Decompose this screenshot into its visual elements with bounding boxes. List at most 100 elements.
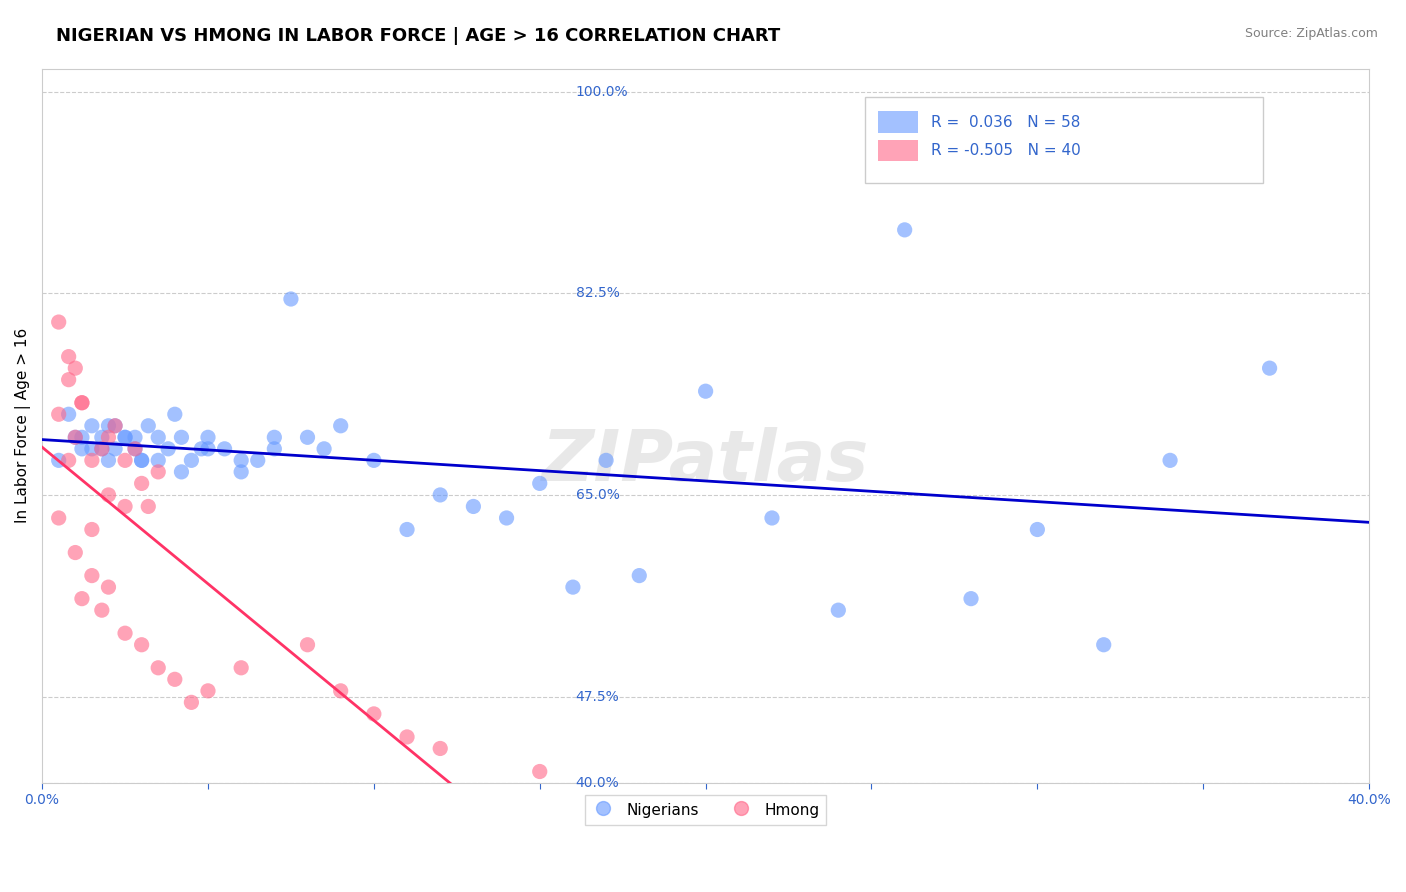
Text: Source: ZipAtlas.com: Source: ZipAtlas.com bbox=[1244, 27, 1378, 40]
Point bbox=[595, 453, 617, 467]
Point bbox=[80, 418, 103, 433]
Point bbox=[124, 442, 146, 456]
Point bbox=[58, 407, 80, 421]
Text: 47.5%: 47.5% bbox=[575, 690, 619, 704]
Point bbox=[695, 384, 717, 399]
Point bbox=[48, 453, 70, 467]
Point bbox=[148, 465, 170, 479]
Text: 40.0%: 40.0% bbox=[575, 776, 619, 790]
Point bbox=[48, 407, 70, 421]
Point bbox=[163, 673, 186, 687]
Point bbox=[90, 430, 112, 444]
Text: NIGERIAN VS HMONG IN LABOR FORCE | AGE > 16 CORRELATION CHART: NIGERIAN VS HMONG IN LABOR FORCE | AGE >… bbox=[56, 27, 780, 45]
Point bbox=[1092, 638, 1115, 652]
Point bbox=[97, 418, 120, 433]
Point bbox=[529, 476, 551, 491]
Point bbox=[197, 683, 219, 698]
Point bbox=[97, 430, 120, 444]
Text: R = -0.505   N = 40: R = -0.505 N = 40 bbox=[931, 144, 1081, 158]
Point bbox=[70, 395, 93, 409]
Point bbox=[231, 465, 253, 479]
Point bbox=[396, 523, 419, 537]
Point bbox=[893, 223, 915, 237]
Point bbox=[80, 453, 103, 467]
Point bbox=[761, 511, 783, 525]
Point bbox=[97, 453, 120, 467]
Point bbox=[104, 418, 127, 433]
Point bbox=[114, 500, 136, 514]
Point bbox=[329, 418, 352, 433]
Point bbox=[297, 430, 319, 444]
Point bbox=[1159, 453, 1181, 467]
Text: ZIPatlas: ZIPatlas bbox=[541, 427, 869, 496]
Point bbox=[197, 430, 219, 444]
Point bbox=[170, 430, 193, 444]
Point bbox=[65, 545, 87, 559]
Point bbox=[80, 442, 103, 456]
Point bbox=[396, 730, 419, 744]
Point bbox=[114, 430, 136, 444]
Point bbox=[1258, 361, 1281, 376]
Point bbox=[148, 430, 170, 444]
Point bbox=[70, 442, 93, 456]
Point bbox=[70, 591, 93, 606]
Point bbox=[246, 453, 269, 467]
Text: 65.0%: 65.0% bbox=[575, 488, 620, 502]
Text: 100.0%: 100.0% bbox=[575, 85, 628, 99]
Point bbox=[114, 430, 136, 444]
Point bbox=[157, 442, 180, 456]
Point bbox=[163, 407, 186, 421]
Point bbox=[124, 430, 146, 444]
Point bbox=[136, 418, 159, 433]
Point bbox=[231, 453, 253, 467]
Point bbox=[90, 603, 112, 617]
Point bbox=[131, 638, 153, 652]
Point bbox=[297, 638, 319, 652]
Point bbox=[148, 453, 170, 467]
Point bbox=[170, 465, 193, 479]
Point bbox=[65, 430, 87, 444]
Point bbox=[1026, 523, 1049, 537]
Point bbox=[70, 430, 93, 444]
Point bbox=[104, 418, 127, 433]
Point bbox=[124, 442, 146, 456]
Point bbox=[827, 603, 849, 617]
FancyBboxPatch shape bbox=[865, 97, 1263, 183]
Point bbox=[48, 511, 70, 525]
Point bbox=[960, 591, 983, 606]
Point bbox=[329, 683, 352, 698]
Point bbox=[429, 488, 451, 502]
Point bbox=[180, 695, 202, 709]
Text: 82.5%: 82.5% bbox=[575, 286, 620, 301]
Point bbox=[495, 511, 517, 525]
Point bbox=[90, 442, 112, 456]
Point bbox=[114, 626, 136, 640]
Point bbox=[65, 430, 87, 444]
FancyBboxPatch shape bbox=[879, 112, 918, 133]
Point bbox=[561, 580, 583, 594]
Point bbox=[529, 764, 551, 779]
Point bbox=[263, 442, 285, 456]
Point bbox=[136, 500, 159, 514]
Point bbox=[463, 500, 485, 514]
Point bbox=[58, 453, 80, 467]
Point bbox=[214, 442, 236, 456]
Point bbox=[65, 361, 87, 376]
Legend: Nigerians, Hmong: Nigerians, Hmong bbox=[585, 795, 825, 825]
Y-axis label: In Labor Force | Age > 16: In Labor Force | Age > 16 bbox=[15, 328, 31, 524]
Point bbox=[314, 442, 336, 456]
Point bbox=[190, 442, 212, 456]
Point bbox=[104, 442, 127, 456]
Point bbox=[58, 350, 80, 364]
Text: R =  0.036   N = 58: R = 0.036 N = 58 bbox=[931, 114, 1081, 129]
Point bbox=[131, 453, 153, 467]
Point bbox=[280, 292, 302, 306]
Point bbox=[58, 373, 80, 387]
Point bbox=[80, 568, 103, 582]
Point bbox=[48, 315, 70, 329]
Point bbox=[231, 661, 253, 675]
Point bbox=[429, 741, 451, 756]
Point bbox=[80, 523, 103, 537]
Point bbox=[363, 706, 385, 721]
Point bbox=[263, 430, 285, 444]
